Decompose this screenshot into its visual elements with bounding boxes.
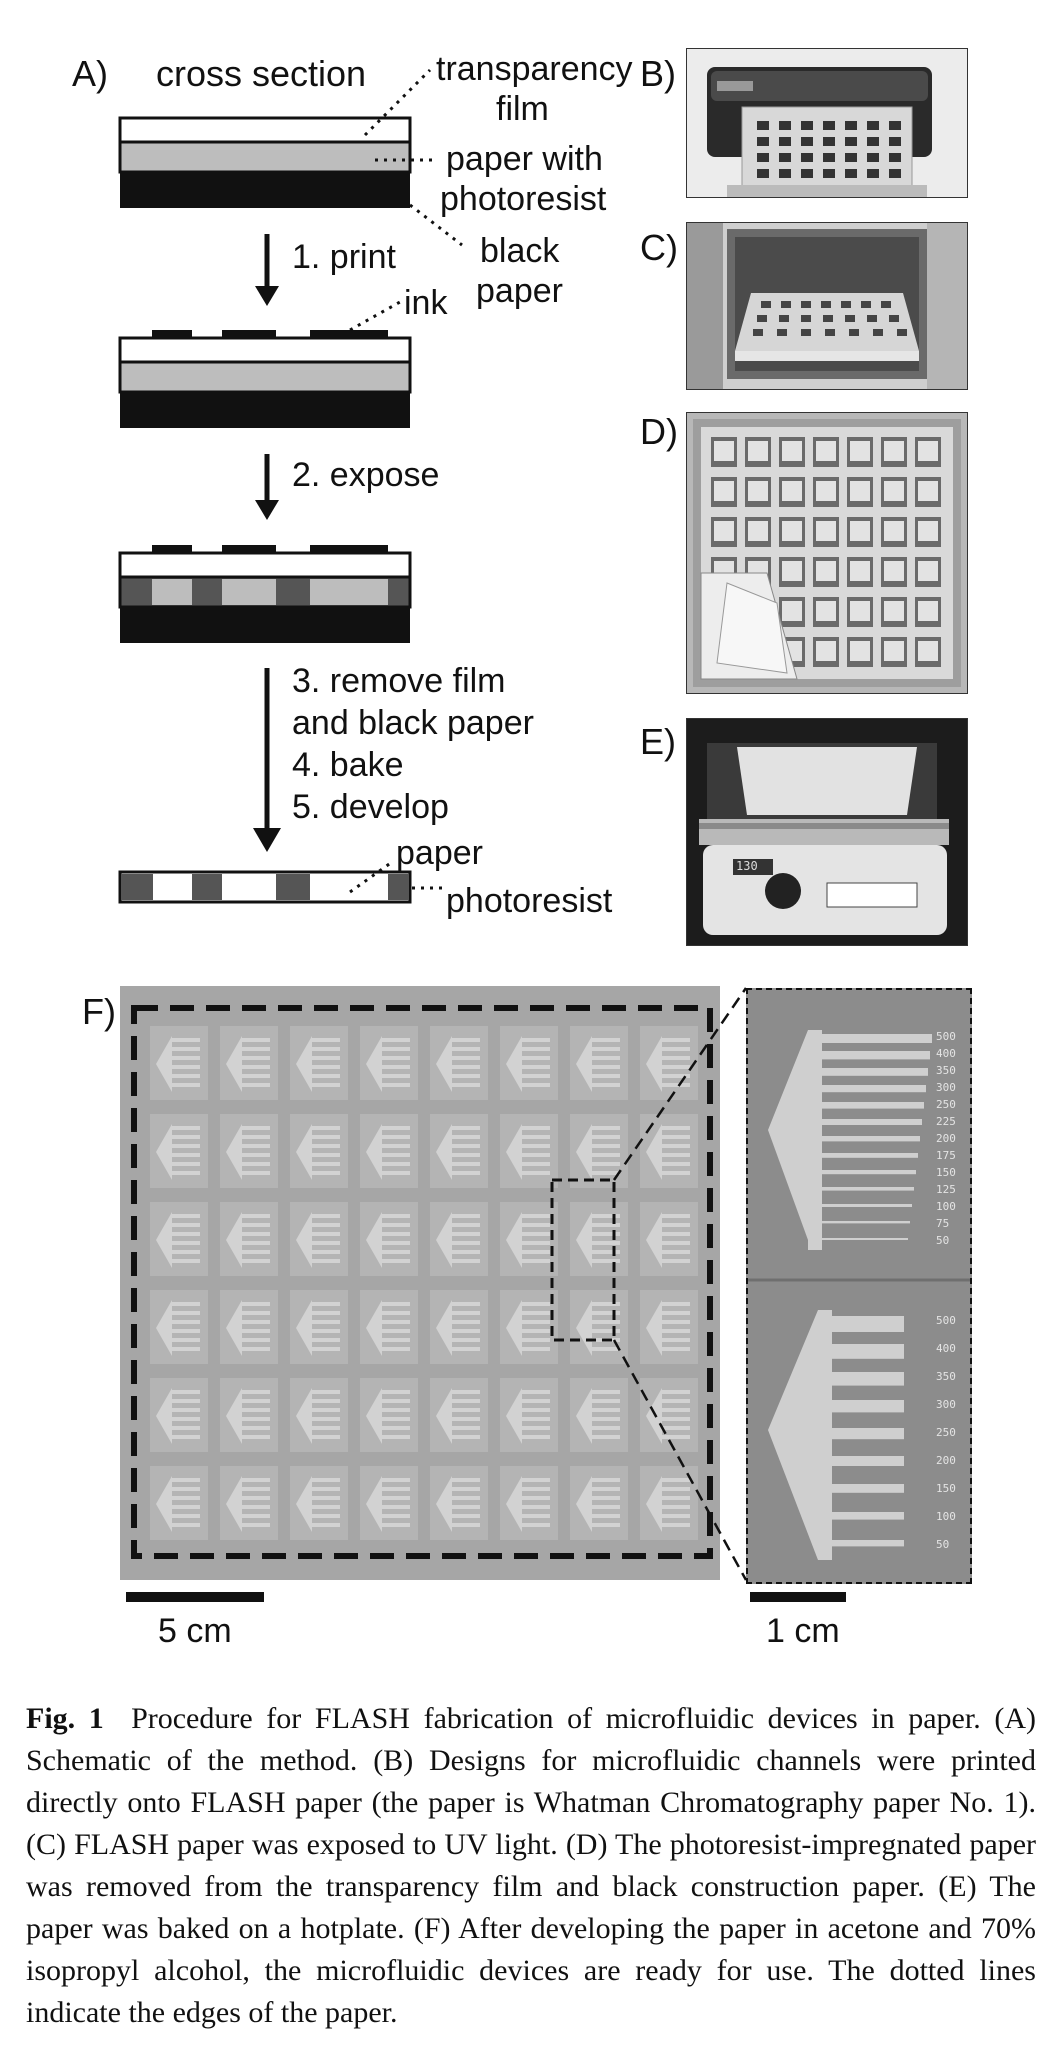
step-develop: 5. develop bbox=[292, 788, 449, 826]
stack-exposed bbox=[118, 545, 412, 643]
zoomed-channels-photo: 500 400 350 300 250 225 200 175 150 125 100 75 50 50… bbox=[746, 988, 972, 1584]
channel-width-label: 225 bbox=[936, 1115, 956, 1128]
channel-width-label: 150 bbox=[936, 1166, 956, 1179]
panel-d-letter: D) bbox=[640, 411, 678, 452]
scale-label-5cm: 5 cm bbox=[158, 1612, 232, 1650]
developed-paper-photo bbox=[120, 986, 720, 1580]
final-paper bbox=[118, 870, 412, 904]
zoom-connector bbox=[612, 987, 748, 1581]
printer-photo bbox=[686, 48, 968, 198]
label-paper-black: paper bbox=[476, 272, 563, 310]
panel-f-letter: F) bbox=[82, 991, 116, 1032]
hotplate-photo: 130 bbox=[686, 718, 968, 946]
channel-width-label: 400 bbox=[936, 1342, 956, 1355]
step-remove-film-2: and black paper bbox=[292, 704, 534, 742]
cross-section-diagram bbox=[118, 68, 463, 904]
channel-width-label: 400 bbox=[936, 1047, 956, 1060]
channel-width-label: 500 bbox=[936, 1030, 956, 1043]
figure-label: Fig. 1 bbox=[26, 1702, 104, 1735]
label-photoresist-1: photoresist bbox=[440, 180, 607, 218]
label-black: black bbox=[480, 232, 560, 270]
label-photoresist-final: photoresist bbox=[446, 882, 613, 920]
channel-width-label: 100 bbox=[936, 1200, 956, 1213]
label-paper-final: paper bbox=[396, 834, 483, 872]
scale-label-1cm: 1 cm bbox=[766, 1612, 840, 1650]
channel-width-label: 250 bbox=[936, 1426, 956, 1439]
label-film: film bbox=[496, 90, 549, 128]
channel-width-label: 200 bbox=[936, 1132, 956, 1145]
hotplate-display: 130 bbox=[736, 859, 758, 873]
figure-caption: Fig. 1 Procedure for FLASH fabrication o… bbox=[26, 1698, 1036, 2034]
channel-width-label: 300 bbox=[936, 1081, 956, 1094]
channel-width-label: 300 bbox=[936, 1398, 956, 1411]
channel-width-label: 500 bbox=[936, 1314, 956, 1327]
scale-bar-1cm bbox=[750, 1592, 846, 1602]
channel-width-label: 50 bbox=[936, 1234, 950, 1247]
step-expose: 2. expose bbox=[292, 456, 440, 494]
channel-width-label: 50 bbox=[936, 1538, 950, 1551]
channel-width-label: 350 bbox=[936, 1064, 956, 1077]
caption-text: Procedure for FLASH fabrication of micro… bbox=[26, 1702, 1036, 2029]
label-transparency: transparency bbox=[436, 50, 633, 88]
step-bake: 4. bake bbox=[292, 746, 404, 784]
channel-width-label: 100 bbox=[936, 1510, 956, 1523]
step-print: 1. print bbox=[292, 238, 396, 276]
channel-width-label: 250 bbox=[936, 1098, 956, 1111]
channel-width-label: 175 bbox=[936, 1149, 956, 1162]
channel-width-label: 150 bbox=[936, 1482, 956, 1495]
channel-width-label: 200 bbox=[936, 1454, 956, 1467]
channel-width-label: 350 bbox=[936, 1370, 956, 1383]
panel-c-letter: C) bbox=[640, 227, 678, 268]
label-ink: ink bbox=[404, 284, 448, 322]
label-paper-with: paper with bbox=[446, 140, 603, 178]
panel-b-letter: B) bbox=[640, 53, 676, 94]
panel-a-title: cross section bbox=[156, 53, 367, 94]
channel-width-label: 75 bbox=[936, 1217, 950, 1230]
peeled-paper-photo bbox=[686, 412, 968, 694]
step-remove-film: 3. remove film bbox=[292, 662, 506, 700]
stack-printed bbox=[118, 330, 412, 428]
channel-width-label: 125 bbox=[936, 1183, 956, 1196]
scale-bar-5cm bbox=[126, 1592, 264, 1602]
panel-e-letter: E) bbox=[640, 721, 676, 762]
stack-initial bbox=[118, 116, 412, 208]
panel-a-letter: A) bbox=[72, 53, 108, 94]
uv-oven-photo bbox=[686, 222, 968, 390]
